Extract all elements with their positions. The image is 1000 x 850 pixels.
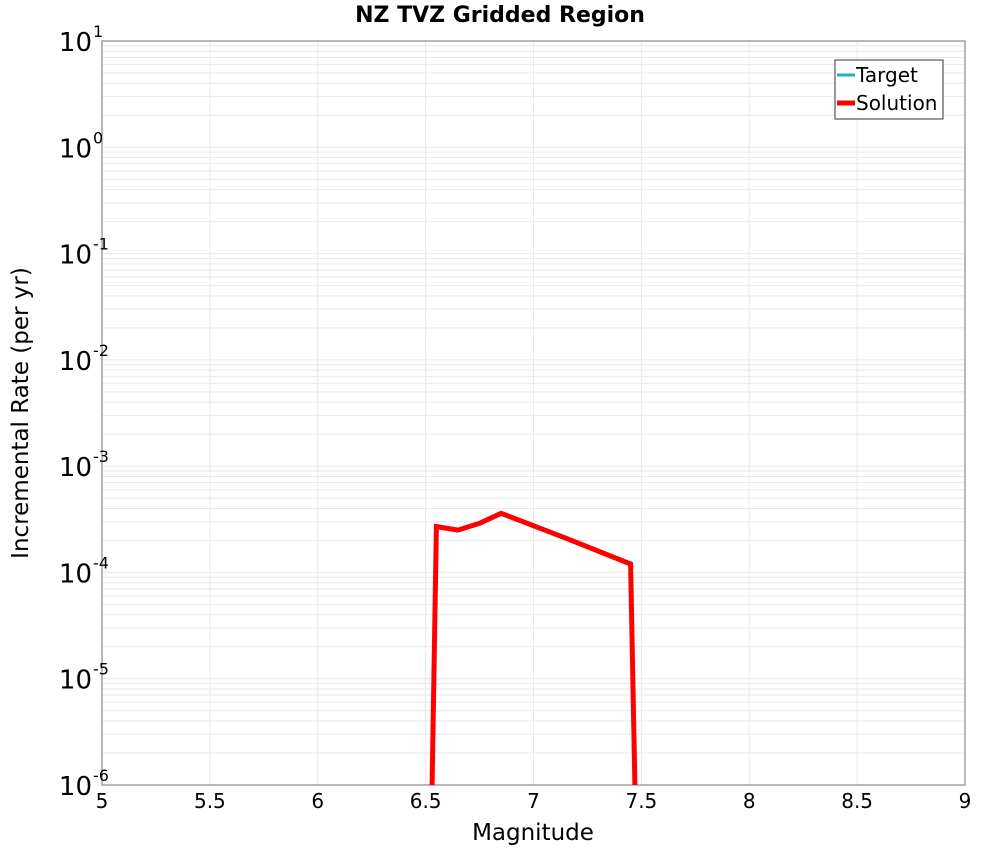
y-tick-exponent: 1 — [93, 22, 103, 41]
legend-label-solution: Solution — [856, 91, 937, 115]
y-axis-label: Incremental Rate (per yr) — [8, 267, 34, 559]
y-tick-label: 10 — [59, 453, 92, 483]
legend-label-target: Target — [855, 63, 918, 87]
x-axis-label: Magnitude — [472, 820, 594, 846]
y-tick-label: 10 — [59, 241, 92, 271]
grid — [101, 41, 966, 786]
y-tick-exponent: -6 — [93, 766, 109, 785]
legend: Target Solution — [834, 59, 944, 120]
series-line-solution — [429, 510, 638, 786]
x-tick-label: 8 — [743, 789, 756, 813]
x-tick-label: 9 — [959, 789, 972, 813]
y-tick-exponent: -5 — [93, 660, 109, 679]
y-tick-exponent: -1 — [93, 235, 109, 254]
x-tick-label: 7.5 — [625, 789, 657, 813]
y-tick-label: 10 — [59, 134, 92, 164]
y-tick-label: 10 — [59, 559, 92, 589]
x-tick-label: 8.5 — [841, 789, 873, 813]
x-axis-ticks: 5 5.5 6 6.5 7 7.5 8 8.5 9 — [96, 789, 972, 813]
y-tick-exponent: 0 — [93, 128, 103, 147]
y-tick-label: 10 — [59, 28, 92, 58]
legend-box — [834, 59, 944, 120]
x-tick-label: 6.5 — [410, 789, 442, 813]
x-tick-label: 7 — [527, 789, 540, 813]
chart-title: NZ TVZ Gridded Region — [355, 3, 645, 28]
x-tick-label: 5 — [96, 789, 109, 813]
x-tick-label: 5.5 — [194, 789, 226, 813]
y-tick-exponent: -3 — [93, 447, 109, 466]
x-tick-label: 6 — [311, 789, 324, 813]
y-tick-exponent: -2 — [93, 341, 109, 360]
y-tick-label: 10 — [59, 347, 92, 377]
plot-frame — [101, 40, 966, 786]
y-tick-label: 10 — [59, 772, 92, 802]
y-tick-label: 10 — [59, 666, 92, 696]
series-layer — [429, 510, 638, 786]
y-tick-exponent: -4 — [93, 553, 109, 572]
